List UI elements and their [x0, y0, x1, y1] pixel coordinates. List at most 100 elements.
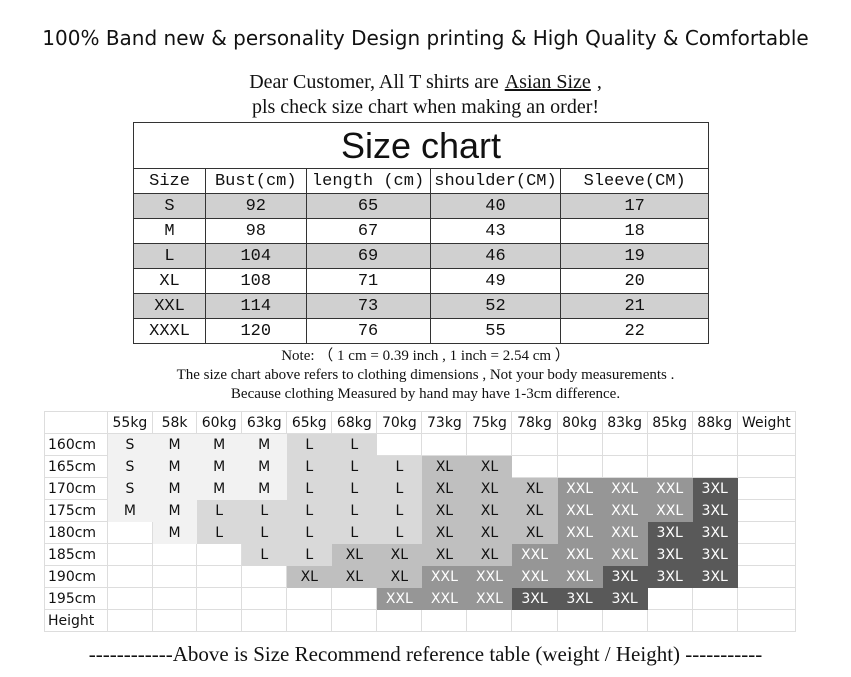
- size-recommendation: M: [196, 455, 243, 478]
- size-recommendation: L: [376, 499, 423, 522]
- size-cell: 55: [429, 318, 562, 344]
- empty-cell: [736, 587, 797, 610]
- size-recommendation: XL: [376, 543, 423, 566]
- size-recommendation: [241, 565, 288, 588]
- weight-header: 85kg: [646, 411, 693, 434]
- size-cell: 114: [205, 293, 307, 319]
- size-recommendation: [331, 587, 378, 610]
- size-recommendation: XXL: [556, 543, 603, 566]
- size-recommendation: XXL: [601, 521, 648, 544]
- size-recommendation: [106, 565, 153, 588]
- weight-header: 73kg: [421, 411, 468, 434]
- empty-cell: [736, 609, 797, 632]
- weight-header: 58k: [151, 411, 198, 434]
- size-recommendation: XL: [466, 455, 513, 478]
- size-recommendation: L: [286, 543, 333, 566]
- note-line: Because clothing Measured by hand may ha…: [230, 386, 621, 402]
- notice-text: ,: [596, 71, 602, 93]
- height-row: 160cm S M M M L L: [44, 433, 797, 456]
- empty-cell: [466, 609, 513, 632]
- weight-header: 55kg: [106, 411, 153, 434]
- size-recommendation: L: [196, 499, 243, 522]
- size-recommendation: XXL: [511, 565, 558, 588]
- size-recommendation: M: [106, 499, 153, 522]
- title-row: Size chart: [133, 122, 709, 169]
- size-cell: 92: [205, 193, 307, 219]
- size-row: M 98 67 43 18: [132, 218, 709, 244]
- height-row: 180cm M L L L L L XL XL XL XXL XXL 3XL 3XL: [44, 521, 797, 544]
- size-cell: L: [132, 243, 207, 269]
- size-recommendation: XL: [511, 499, 558, 522]
- weight-header: 78kg: [511, 411, 558, 434]
- size-recommendation: L: [376, 521, 423, 544]
- page-title: 100% Band new & personality Design print…: [42, 26, 809, 50]
- empty-cell: [736, 455, 797, 478]
- size-cell: 18: [560, 218, 709, 244]
- size-recommendation: L: [286, 433, 333, 456]
- size-recommendation: [241, 587, 288, 610]
- size-recommendation: L: [286, 455, 333, 478]
- size-cell: XL: [132, 268, 207, 294]
- size-recommendation: [106, 543, 153, 566]
- size-recommendation: M: [196, 477, 243, 500]
- size-recommendation: 3XL: [601, 565, 648, 588]
- footer: ------------Above is Size Recommend refe…: [88, 642, 763, 666]
- size-recommendation: L: [331, 521, 378, 544]
- size-recommendation: M: [151, 455, 198, 478]
- weight-header: 70kg: [376, 411, 423, 434]
- size-recommendation: L: [241, 521, 288, 544]
- size-cell: XXXL: [132, 318, 207, 344]
- size-recommendation: 3XL: [646, 521, 693, 544]
- size-recommendation: XL: [421, 499, 468, 522]
- size-recommendation: 3XL: [511, 587, 558, 610]
- size-recommendation: XL: [421, 477, 468, 500]
- size-recommendation: [106, 587, 153, 610]
- size-recommendation: M: [241, 455, 288, 478]
- size-recommendation: L: [241, 499, 288, 522]
- size-recommendation: L: [196, 521, 243, 544]
- size-cell: 65: [305, 193, 431, 219]
- size-recommendation: XXL: [421, 565, 468, 588]
- empty-cell: [511, 609, 558, 632]
- size-recommendation: 3XL: [646, 543, 693, 566]
- size-recommendation: [376, 433, 423, 456]
- empty-cell: [646, 609, 693, 632]
- empty-cell: [286, 609, 333, 632]
- size-recommendation: [151, 565, 198, 588]
- header-row: Size Bust(cm) length (cm) shoulder(CM) Sleev…: [132, 168, 709, 194]
- size-recommendation: [511, 433, 558, 456]
- weight-header: 68kg: [331, 411, 378, 434]
- size-recommendation: 3XL: [601, 587, 648, 610]
- size-cell: 76: [305, 318, 431, 344]
- size-recommendation: 3XL: [691, 543, 738, 566]
- size-recommendation: XL: [511, 477, 558, 500]
- size-cell: 71: [305, 268, 431, 294]
- height-label: Height: [44, 609, 108, 632]
- weight-header: 63kg: [241, 411, 288, 434]
- size-recommendation: [601, 433, 648, 456]
- empty-cell: [196, 609, 243, 632]
- size-recommendation: XL: [376, 565, 423, 588]
- size-recommendation: XL: [511, 521, 558, 544]
- size-recommendation: [556, 455, 603, 478]
- size-recommendation: [196, 587, 243, 610]
- height-header: 185cm: [44, 543, 108, 566]
- size-recommendation: XXL: [646, 499, 693, 522]
- size-recommendation: 3XL: [691, 565, 738, 588]
- empty-cell: [556, 609, 603, 632]
- size-recommendation: M: [151, 499, 198, 522]
- notice-text: Dear Customer, All T shirts are: [249, 71, 499, 93]
- note-line: Note: （ 1 cm = 0.39 inch , 1 inch = 2.54…: [281, 348, 570, 364]
- size-recommendation: XL: [421, 521, 468, 544]
- size-recommendation: [511, 455, 558, 478]
- size-cell: 67: [305, 218, 431, 244]
- weight-header: 60kg: [196, 411, 243, 434]
- size-recommendation: S: [106, 433, 153, 456]
- size-cell: 120: [205, 318, 307, 344]
- height-row: 185cm L L XL XL XL XL XXL XXL XXL 3XL 3XL: [44, 543, 797, 566]
- size-recommendation: [421, 433, 468, 456]
- size-recommendation: [691, 455, 738, 478]
- size-recommendation: [691, 433, 738, 456]
- size-recommendation: XXL: [376, 587, 423, 610]
- size-recommendation: [196, 543, 243, 566]
